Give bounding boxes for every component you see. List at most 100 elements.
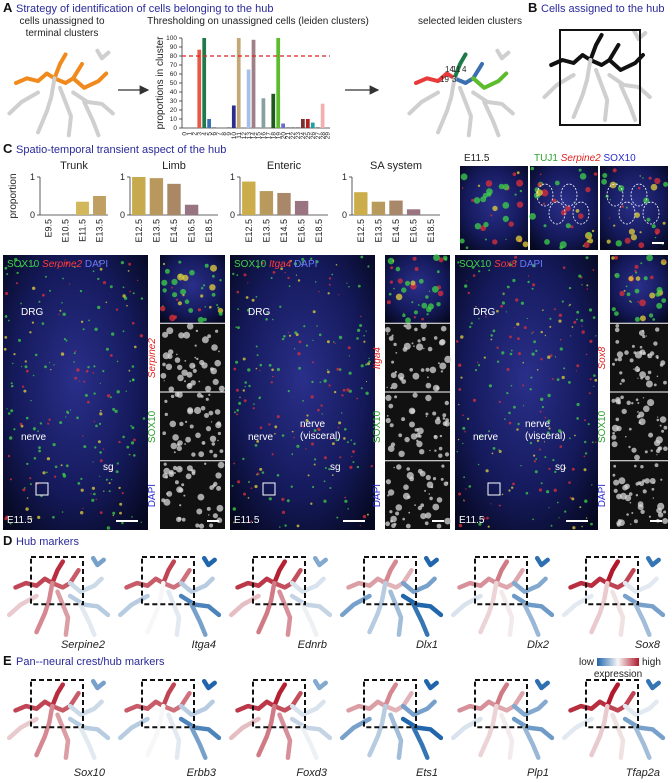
y-tick-label: 0 [342, 210, 347, 220]
cell-signal [184, 299, 190, 305]
cell-signal [69, 283, 71, 285]
cell-signal [649, 292, 656, 299]
cell-signal [171, 278, 178, 286]
embedding-branch [605, 559, 621, 586]
cell-signal [47, 422, 50, 425]
cell-signal [109, 354, 113, 357]
cell-signal [595, 335, 597, 337]
cell-signal [501, 493, 504, 496]
cell-signal [402, 313, 406, 318]
cell-signal [496, 346, 499, 349]
cell-signal [465, 246, 469, 249]
bar [300, 119, 305, 128]
colorbar [597, 658, 639, 666]
cell-signal [631, 274, 633, 276]
cell-signal [360, 315, 362, 318]
stain-labels: TUJ1 Serpine2 SOX10 [534, 153, 636, 164]
y-tick-label: 1 [342, 172, 347, 182]
embedding-branch [594, 68, 610, 122]
embedding-branch [178, 716, 222, 741]
cell-signal [212, 274, 215, 278]
cell-signal [634, 316, 640, 322]
cell-signal [433, 435, 438, 440]
cell-signal [625, 435, 627, 438]
cell-signal [512, 172, 517, 176]
cell-signal [196, 357, 199, 361]
cell-signal [653, 341, 658, 346]
embedding-branch [589, 580, 610, 635]
cell-signal [526, 317, 528, 320]
x-tick-label: E13.5 [95, 219, 105, 243]
cell-signal [357, 328, 361, 332]
cell-signal [643, 405, 650, 413]
cell-signal [166, 327, 174, 335]
cell-signal [615, 324, 620, 328]
cell-signal [25, 507, 29, 511]
cell-signal [140, 521, 142, 523]
cell-signal [427, 346, 433, 352]
cell-signal [613, 464, 617, 468]
cell-signal [635, 276, 641, 281]
x-tick-label: E10.5 [61, 219, 71, 243]
cell-signal [248, 481, 250, 483]
cell-signal [514, 193, 517, 196]
cell-signal [100, 409, 102, 412]
cell-signal [401, 287, 407, 293]
cell-signal [417, 427, 424, 435]
cell-signal [558, 319, 562, 323]
cell-signal [127, 270, 130, 272]
bar [246, 69, 251, 128]
cell-signal [386, 300, 391, 305]
cell-signal [80, 511, 84, 515]
cell-signal [328, 468, 331, 471]
cell-signal [611, 441, 618, 448]
annotation: (visceral) [525, 431, 566, 442]
cell-signal [478, 434, 482, 438]
cell-signal [200, 287, 204, 290]
embedding-branch [277, 589, 293, 637]
cell-signal [414, 327, 418, 332]
cell-signal [194, 344, 197, 347]
cluster-label: 11 [452, 65, 461, 74]
cell-signal [333, 341, 335, 343]
cell-signal [587, 423, 590, 426]
x-tick-label: 11 [236, 132, 243, 139]
cell-signal [619, 382, 622, 385]
cell-signal [527, 280, 530, 284]
bar [76, 201, 89, 215]
cell-signal [209, 449, 213, 454]
embedding-branch [235, 699, 277, 713]
cell-signal [386, 386, 388, 389]
cell-signal [663, 510, 667, 514]
cell-signal [184, 443, 187, 445]
cell-signal [576, 402, 580, 407]
cell-signal [341, 394, 344, 397]
cell-signal [483, 221, 489, 228]
hub-box [141, 679, 195, 729]
cell-signal [88, 319, 90, 322]
cell-signal [356, 397, 359, 400]
cell-signal [385, 327, 391, 333]
cell-signal [462, 426, 466, 430]
embedding-branch [607, 53, 645, 72]
cell-signal [298, 366, 301, 370]
embedding-branch [58, 85, 73, 138]
cell-signal [579, 173, 587, 180]
gene-name: Erbb3 [187, 767, 217, 779]
embedding-branch [400, 593, 444, 618]
cell-signal [102, 448, 105, 450]
cell-signal [590, 522, 593, 526]
bar [296, 127, 300, 128]
bar [242, 181, 256, 215]
cell-signal [133, 438, 136, 442]
embedding-branch [622, 699, 659, 717]
cell-signal [425, 474, 431, 481]
cell-signal [569, 437, 571, 440]
cell-signal [568, 286, 572, 290]
embedding-branch [6, 716, 39, 741]
annotation: nerve [525, 419, 550, 430]
cell-signal [513, 327, 516, 329]
cell-signal [232, 507, 236, 511]
embedding-branch [289, 593, 333, 618]
cell-signal [350, 439, 353, 441]
